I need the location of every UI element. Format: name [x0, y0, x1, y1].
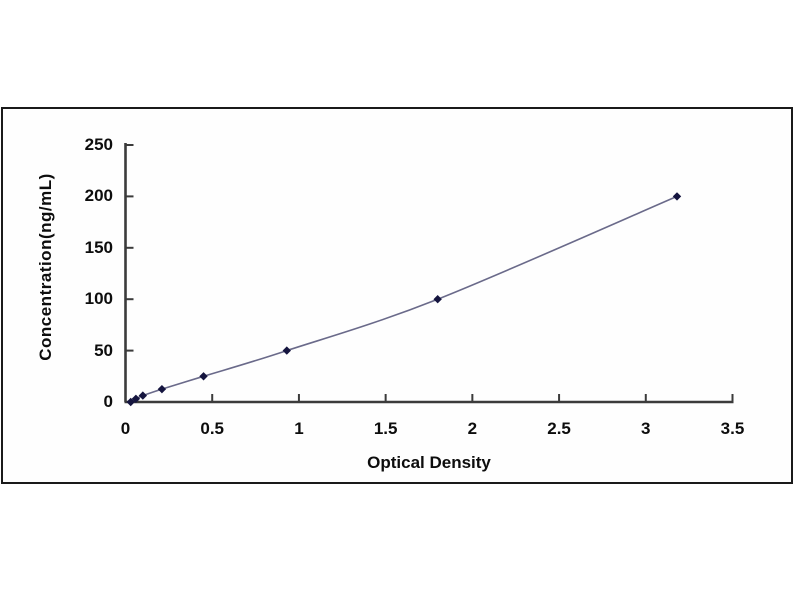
data-point-marker: [282, 346, 291, 355]
data-point-marker: [138, 391, 148, 400]
y-tick-label: 150: [84, 237, 113, 257]
x-tick-label: 2.5: [547, 419, 571, 438]
y-axis-title: Concentration(ng/mL): [36, 173, 55, 361]
x-tick-label: 3.5: [720, 419, 745, 438]
chart-frame: [1, 107, 793, 484]
curve-line: [130, 195, 678, 403]
x-axis-title: Optical Density: [367, 453, 491, 472]
data-point-marker: [126, 397, 135, 407]
y-tick-label: 100: [84, 289, 113, 309]
data-point-marker: [433, 295, 442, 304]
data-point-marker: [157, 384, 167, 394]
y-tick-label: 0: [103, 392, 113, 411]
data-point-marker: [672, 192, 682, 201]
y-tick-label: 50: [94, 340, 113, 360]
y-tick-label: 250: [84, 135, 113, 154]
x-tick-label: 2: [467, 419, 478, 438]
x-tick-label: 0.5: [200, 419, 225, 438]
x-tick-label: 3: [641, 419, 651, 438]
data-point-marker: [199, 372, 208, 381]
x-tick-label: 1: [294, 419, 304, 438]
x-tick-label: 0: [120, 419, 131, 438]
data-point-marker: [131, 394, 141, 403]
y-tick-label: 200: [84, 186, 113, 206]
x-tick-label: 1.5: [373, 419, 398, 438]
